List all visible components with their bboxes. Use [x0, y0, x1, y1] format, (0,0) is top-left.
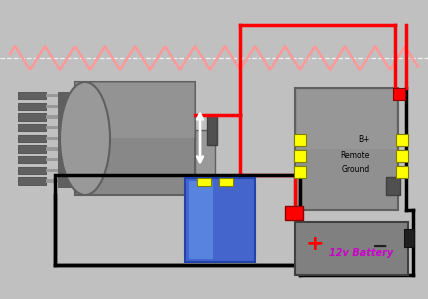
Bar	[197, 178, 211, 186]
Text: Ground: Ground	[342, 166, 370, 175]
Bar	[75, 82, 195, 195]
Bar	[18, 113, 46, 121]
Bar	[185, 178, 255, 262]
Bar	[294, 134, 306, 146]
Bar	[18, 92, 46, 100]
Bar	[295, 222, 408, 275]
Bar	[297, 90, 396, 149]
Text: +: +	[306, 234, 324, 254]
Bar	[46, 158, 58, 161]
Bar	[46, 137, 58, 140]
Bar	[55, 175, 300, 265]
Text: Remote: Remote	[341, 150, 370, 159]
Bar	[18, 135, 46, 142]
Bar	[219, 178, 233, 186]
Bar	[46, 105, 58, 108]
Ellipse shape	[60, 82, 110, 195]
Bar	[189, 181, 214, 259]
Bar	[18, 124, 46, 132]
Bar	[18, 167, 46, 174]
Bar	[18, 103, 46, 110]
Bar	[46, 169, 58, 172]
Bar	[46, 147, 58, 151]
Bar	[396, 150, 408, 162]
Bar	[404, 229, 414, 247]
Bar	[195, 130, 215, 185]
Bar	[396, 166, 408, 178]
Bar	[46, 126, 58, 129]
Text: 12v Battery: 12v Battery	[329, 248, 393, 258]
Bar	[285, 206, 303, 220]
Bar	[393, 88, 405, 100]
Bar	[294, 166, 306, 178]
Bar	[46, 179, 58, 183]
Bar	[295, 88, 398, 210]
Bar	[18, 145, 46, 153]
Text: B+: B+	[359, 135, 370, 144]
Bar	[294, 150, 306, 162]
Bar	[75, 82, 195, 138]
Bar	[58, 92, 75, 188]
Bar	[18, 177, 46, 185]
Text: −: −	[372, 237, 388, 256]
Bar	[386, 177, 400, 195]
Bar	[46, 115, 58, 119]
Bar	[18, 156, 46, 164]
Bar	[396, 134, 408, 146]
Bar	[46, 94, 58, 97]
Bar	[207, 115, 217, 145]
